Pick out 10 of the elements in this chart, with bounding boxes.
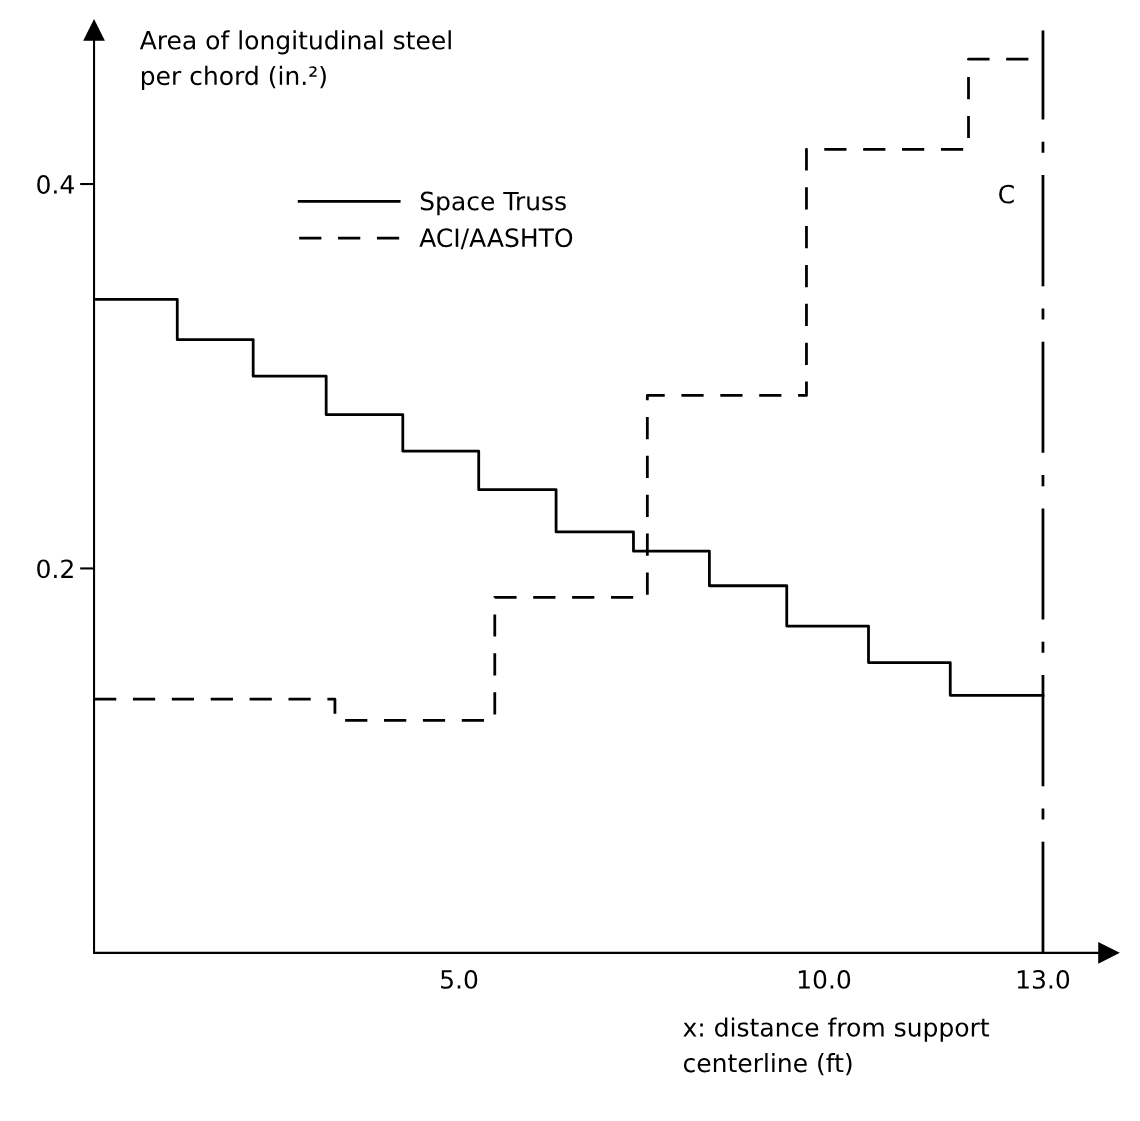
x-tick-label: 13.0 [1017,969,1070,989]
x-axis-title: x: distance from support centerline (ft) [683,1017,990,1076]
x-tick-label: 10.0 [798,969,851,989]
legend-label: ACI/AASHTO [419,228,573,250]
y-tick-label: 0.2 [37,559,73,579]
x-tick-label: 5.0 [441,969,478,989]
y-tick-label: 0.4 [37,174,74,194]
ref-line-label: C [999,184,1014,204]
y-axis-title: Area of longitudinal steel per chord (in.²) [139,30,451,91]
legend-label: Space Truss [420,191,566,216]
